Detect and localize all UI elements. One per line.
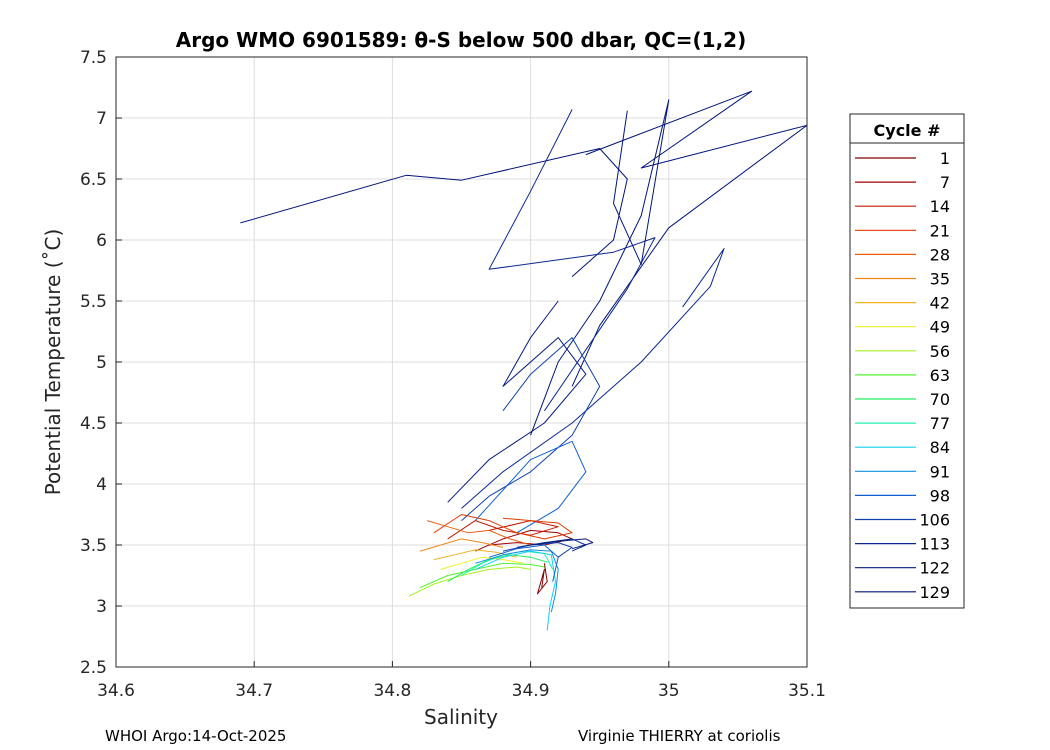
x-tick-label: 34.6 bbox=[97, 681, 135, 701]
footer-left: WHOI Argo:14-Oct-2025 bbox=[105, 727, 286, 745]
series-line-25 bbox=[530, 538, 594, 550]
x-tick-label: 34.7 bbox=[235, 681, 273, 701]
legend-label-98: 98 bbox=[930, 486, 950, 505]
series-line-8 bbox=[537, 563, 548, 595]
series-line-21 bbox=[475, 549, 559, 613]
legend-label-1: 1 bbox=[940, 149, 950, 168]
series-line-4 bbox=[447, 300, 587, 503]
y-tick-label: 5 bbox=[96, 353, 107, 373]
legend-label-84: 84 bbox=[930, 438, 950, 457]
legend-label-91: 91 bbox=[930, 462, 950, 481]
x-axis-ticks: 34.6 34.7 34.8 34.9 35 35.1 bbox=[97, 661, 826, 701]
series-line-17 bbox=[419, 562, 545, 589]
legend-label-35: 35 bbox=[930, 270, 950, 289]
legend: Cycle # 17142128354249566370778491981061… bbox=[849, 113, 965, 609]
legend-label-106: 106 bbox=[919, 511, 950, 530]
legend-entries: 1 7 14 21 28 35 42 49 56 63 70 77 84 91 98 106 113 122 129 bbox=[855, 149, 950, 602]
series-line-15 bbox=[440, 556, 524, 570]
y-tick-label: 4 bbox=[96, 475, 107, 495]
footer-right: Virginie THIERRY at coriolis bbox=[578, 727, 781, 745]
series-line-22 bbox=[488, 544, 559, 582]
series-line-2 bbox=[488, 109, 656, 412]
series-line-11 bbox=[433, 514, 573, 540]
y-axis-label: Potential Temperature (˚C) bbox=[41, 229, 65, 496]
x-tick-label: 34.8 bbox=[373, 681, 411, 701]
legend-label-70: 70 bbox=[930, 390, 950, 409]
chart-title: Argo WMO 6901589: θ-S below 500 dbar, QC… bbox=[176, 28, 746, 52]
legend-label-21: 21 bbox=[930, 221, 950, 240]
legend-title: Cycle # bbox=[874, 121, 941, 140]
y-tick-label: 7 bbox=[96, 109, 107, 129]
series-line-7 bbox=[474, 440, 587, 534]
y-tick-label: 3.5 bbox=[80, 536, 107, 556]
y-tick-label: 7.5 bbox=[80, 48, 107, 68]
series-line-14 bbox=[433, 549, 517, 561]
series-lines bbox=[240, 90, 808, 631]
legend-label-28: 28 bbox=[930, 245, 950, 264]
legend-label-129: 129 bbox=[919, 583, 950, 602]
legend-label-63: 63 bbox=[930, 366, 950, 385]
series-line-1 bbox=[571, 90, 808, 387]
series-line-12 bbox=[426, 520, 531, 546]
series-line-13 bbox=[419, 538, 504, 552]
legend-label-7: 7 bbox=[940, 173, 950, 192]
x-tick-label: 35.1 bbox=[788, 681, 826, 701]
series-line-18 bbox=[447, 554, 548, 583]
series-line-20 bbox=[475, 550, 556, 631]
y-tick-label: 4.5 bbox=[80, 414, 107, 434]
series-line-16 bbox=[408, 566, 531, 597]
x-tick-label: 35 bbox=[658, 681, 680, 701]
legend-label-42: 42 bbox=[930, 294, 950, 313]
legend-box bbox=[849, 113, 965, 609]
y-axis-ticks: 2.5 3 3.5 4 4.5 5 5.5 6 6.5 7 7.5 bbox=[80, 48, 122, 678]
y-tick-label: 3 bbox=[96, 597, 107, 617]
series-line-6 bbox=[461, 337, 601, 521]
series-line-0 bbox=[240, 148, 628, 277]
y-tick-label: 2.5 bbox=[80, 658, 107, 678]
legend-label-56: 56 bbox=[930, 342, 950, 361]
y-tick-label: 5.5 bbox=[80, 292, 107, 312]
legend-label-77: 77 bbox=[930, 414, 950, 433]
legend-label-113: 113 bbox=[919, 535, 950, 554]
y-tick-label: 6.5 bbox=[80, 170, 107, 190]
y-tick-label: 6 bbox=[96, 231, 107, 251]
x-axis-label: Salinity bbox=[424, 705, 498, 729]
x-tick-label: 34.9 bbox=[512, 681, 550, 701]
series-line-3 bbox=[530, 99, 670, 436]
legend-label-14: 14 bbox=[930, 197, 950, 216]
legend-label-122: 122 bbox=[919, 559, 950, 578]
legend-label-49: 49 bbox=[930, 318, 950, 337]
series-line-5 bbox=[461, 248, 725, 509]
